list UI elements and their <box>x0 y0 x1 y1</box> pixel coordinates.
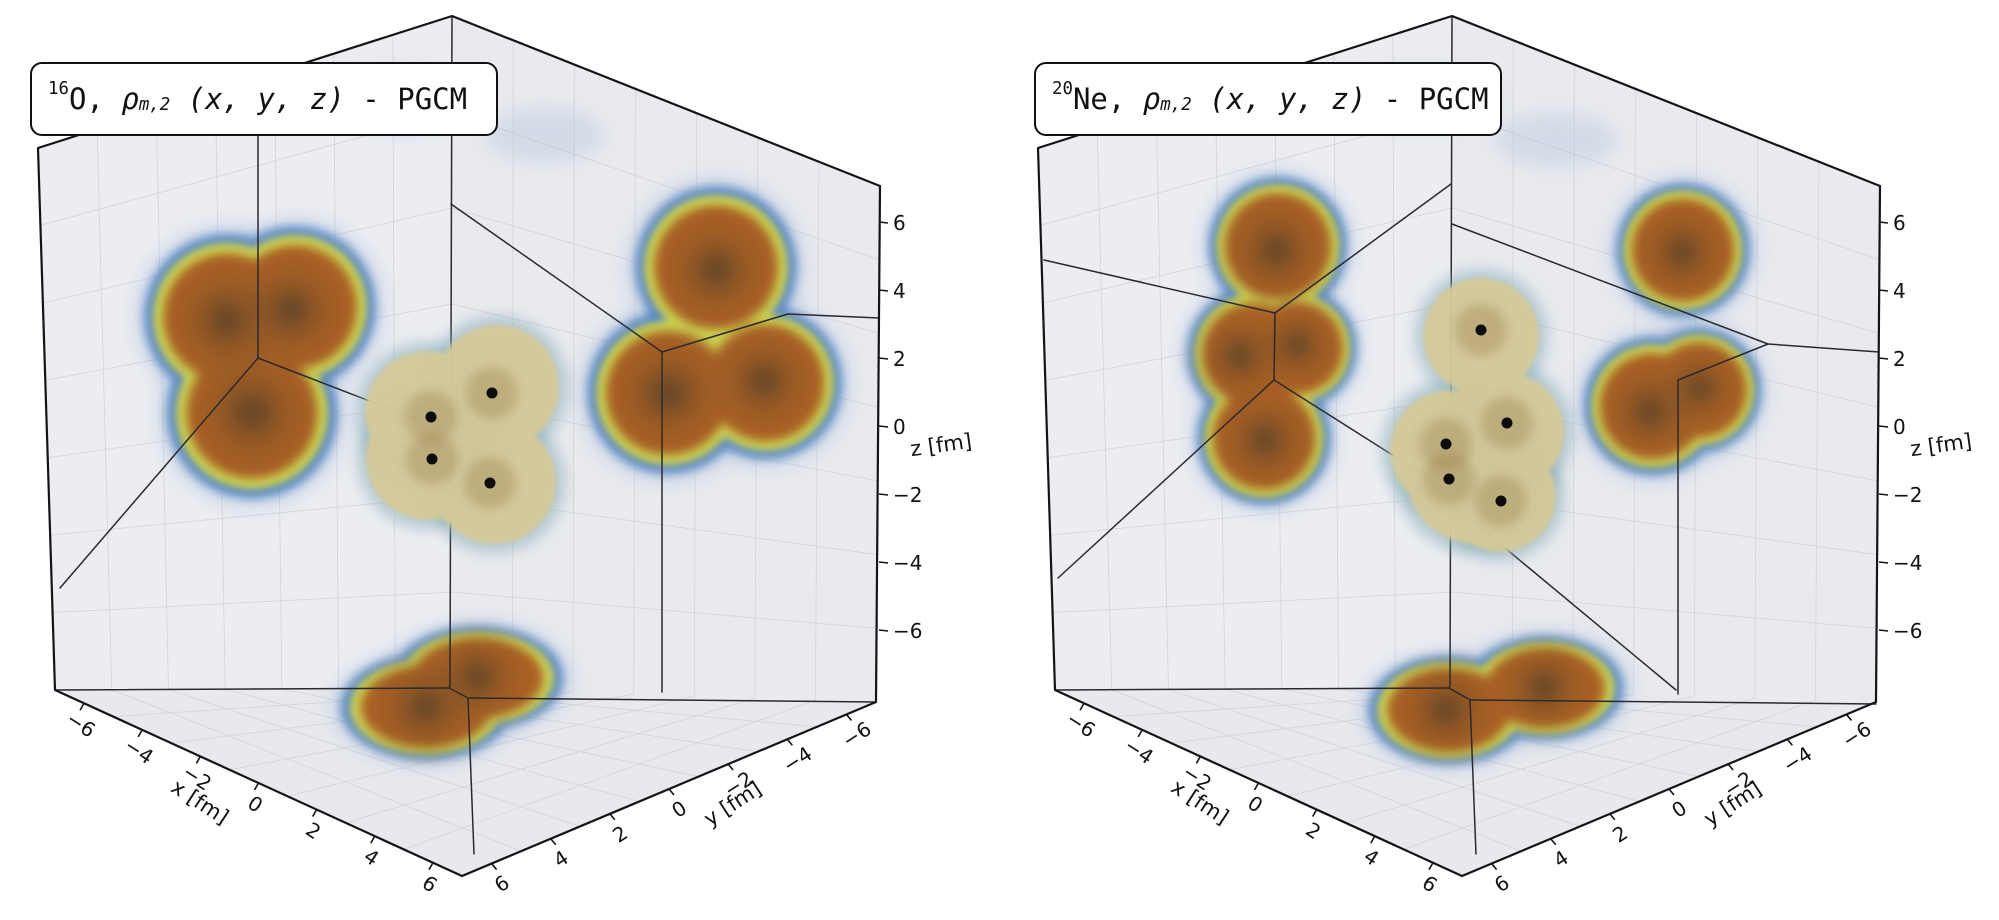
y-tick-label: 2 <box>1608 820 1632 847</box>
isotope-mass: 20 <box>1052 79 1073 100</box>
floor-pane <box>55 688 876 876</box>
title-dash: - <box>1366 82 1419 116</box>
z-tick-label: 0 <box>893 415 906 439</box>
method-label: PGCM <box>1418 82 1489 116</box>
y-tick-label: −6 <box>838 716 876 752</box>
isotope-mass: 16 <box>48 79 69 100</box>
floor-pane <box>1055 688 1876 876</box>
y-tick-label: 6 <box>490 870 514 897</box>
density-maxima <box>1388 633 1598 768</box>
z-axis-label: z [fm] <box>1909 429 1974 461</box>
cluster-dot <box>1440 438 1452 450</box>
z-tick-label: 6 <box>893 211 906 235</box>
method-label: PGCM <box>397 82 468 116</box>
title-sep: , <box>86 82 122 116</box>
y-tick-label: −6 <box>1838 716 1876 752</box>
x-tick-label: 0 <box>1243 791 1267 818</box>
box-outline <box>1036 14 1882 878</box>
x-tick-label: 6 <box>418 870 442 897</box>
x-tick-label: 2 <box>1302 817 1326 844</box>
title-dash: - <box>344 82 398 116</box>
density-symbol: ρ <box>1142 82 1161 116</box>
z-tick-label: −4 <box>893 551 922 575</box>
z-tick-label: −2 <box>1893 483 1922 507</box>
z-tick-label: −2 <box>893 483 922 507</box>
cluster-dots <box>425 387 498 489</box>
y-tick-label: 4 <box>1549 845 1573 872</box>
cluster-dots <box>1440 324 1513 507</box>
x-tick-label: 4 <box>360 844 384 871</box>
x-tick-label: −6 <box>62 706 100 742</box>
x-tick-label: 4 <box>1360 844 1384 871</box>
x-tick-label: 6 <box>1418 870 1442 897</box>
y-tick-label: −4 <box>779 741 817 777</box>
cluster-dot <box>1475 324 1487 336</box>
isotope-symbol: Ne <box>1072 82 1108 116</box>
isotope-symbol: O <box>68 82 87 116</box>
density-maxima <box>159 246 356 484</box>
floor-projection <box>1358 629 1634 772</box>
density-subscript: m,2 <box>1160 95 1192 116</box>
cluster-dot <box>1443 473 1455 485</box>
panel-title-16o: 16 O, ρ m,2 (x, y, z) - PGCM <box>30 62 498 136</box>
cluster-dot <box>484 477 496 489</box>
cluster-dot <box>486 387 498 399</box>
cluster-dot <box>425 411 437 423</box>
x-tick-label: −6 <box>1062 706 1100 742</box>
density-arguments: (x, y, z) <box>1191 82 1367 116</box>
density-subscript: m,2 <box>138 95 171 116</box>
x-tick-label: 2 <box>302 817 326 844</box>
cluster-dot <box>1495 495 1507 507</box>
z-tick-label: −4 <box>1893 551 1922 575</box>
y-tick-label: 0 <box>667 796 691 823</box>
z-tick-label: 0 <box>1893 415 1906 439</box>
z-tick-label: 4 <box>893 279 906 303</box>
z-axis-label: z [fm] <box>909 429 974 461</box>
x-tick-label: 0 <box>243 791 267 818</box>
y-tick-label: 0 <box>1667 796 1691 823</box>
y-tick-label: 2 <box>608 820 632 847</box>
x-tick-label: −4 <box>1120 733 1158 769</box>
density-maxima <box>365 621 533 767</box>
title-sep: , <box>1107 82 1143 116</box>
z-tick-label: 4 <box>1893 279 1906 303</box>
cluster-dot <box>1501 417 1513 429</box>
z-tick-label: 6 <box>1893 211 1906 235</box>
density-symbol: ρ <box>121 82 139 116</box>
x-tick-label: −4 <box>120 733 158 769</box>
z-tick-label: 2 <box>1893 347 1906 371</box>
density-arguments: (x, y, z) <box>170 82 345 116</box>
floor-projection <box>329 619 575 767</box>
z-tick-label: −6 <box>1893 619 1922 643</box>
y-tick-label: 6 <box>1490 870 1514 897</box>
panel-title-20ne: 20 Ne, ρ m,2 (x, y, z) - PGCM <box>1034 62 1502 136</box>
y-tick-label: −4 <box>1779 741 1817 777</box>
cluster-dot <box>426 453 438 465</box>
density-maxima <box>600 206 824 461</box>
y-tick-label: 4 <box>549 845 573 872</box>
z-tick-label: 2 <box>893 347 906 371</box>
box-outline <box>36 14 882 878</box>
density-maxima <box>1188 190 1345 496</box>
z-tick-label: −6 <box>893 619 922 643</box>
right-wall-projection <box>577 176 852 484</box>
